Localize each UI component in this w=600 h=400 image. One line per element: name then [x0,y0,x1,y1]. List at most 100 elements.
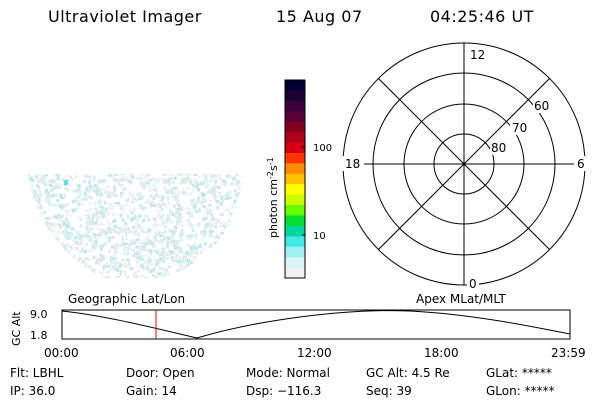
geographic-pixel [144,241,149,245]
geographic-pixel [30,186,34,188]
geographic-pixel [164,205,168,209]
geographic-pixel [244,256,246,260]
geographic-pixel [226,244,229,248]
geographic-pixel [182,188,185,191]
geographic-pixel [132,255,136,258]
geographic-pixel [167,203,171,206]
geographic-pixel [88,201,92,206]
geographic-pixel [228,237,233,242]
geographic-pixel [220,195,223,200]
geographic-pixel [135,245,140,249]
geographic-pixel [72,189,75,193]
polar-plot: 12 18 6 0 60 70 80 [342,42,588,291]
geographic-pixel [123,263,126,267]
geographic-pixel [58,225,62,230]
geographic-pixel [139,196,143,200]
geographic-pixel [148,184,151,188]
geographic-pixel [28,194,32,199]
geographic-pixel [132,207,137,210]
geographic-pixel [130,211,134,215]
geographic-pixel [170,256,174,259]
geographic-pixel [153,249,157,252]
geographic-pixel [142,218,146,222]
geographic-pixel [54,242,58,246]
geographic-pixel [227,191,232,195]
geographic-pixel [33,231,36,236]
geographic-pixel [154,228,158,232]
geographic-pixel [45,249,49,252]
geographic-pixel [98,210,103,215]
geographic-pixel [139,241,143,245]
geographic-pixel [87,229,91,232]
geographic-pixel [145,238,148,242]
geographic-pixel [225,244,229,249]
geographic-pixel [48,244,52,248]
geographic-pixel [194,180,199,184]
geographic-pixel [175,170,179,173]
x-tick-1200: 12:00 [297,346,332,360]
geographic-pixel [212,268,216,272]
geographic-pixel [31,237,35,242]
geographic-pixel [39,261,42,265]
geographic-pixel [27,265,31,270]
geographic-pixel [69,176,73,179]
geographic-pixel [180,265,185,269]
geographic-pixel [120,230,125,235]
geographic-pixel [109,224,112,227]
geographic-pixel [27,271,31,275]
geographic-pixel [199,261,202,264]
geographic-pixel [176,229,179,233]
geographic-pixel [143,265,147,270]
geographic-pixel [119,184,124,187]
geographic-pixel [221,179,225,183]
geographic-pixel [41,180,45,184]
geographic-pixel [150,262,153,266]
geographic-pixel [222,244,227,248]
geographic-pixel [178,233,182,237]
geographic-pixel [60,267,64,271]
geographic-pixel [113,245,116,248]
geographic-pixel [210,225,213,229]
geographic-pixel [244,279,246,282]
geographic-pixel [219,201,223,206]
geographic-pixel [145,174,150,177]
geographic-pixel [177,248,180,252]
geographic-pixel [114,246,118,250]
geographic-pixel [169,276,173,278]
geographic-pixel [41,261,45,265]
geographic-pixel [28,276,33,278]
geographic-pixel [46,249,49,252]
geographic-pixel [111,265,115,268]
geographic-pixel [210,214,213,218]
geographic-pixel [46,272,50,276]
geographic-pixel [203,255,207,259]
geographic-pixel [101,278,104,281]
geographic-pixel [122,207,125,211]
geographic-pixel [216,258,221,261]
geographic-pixel [203,266,208,270]
geographic-pixel [106,228,110,233]
geographic-pixel [190,199,194,203]
geographic-pixel [140,257,144,261]
geographic-pixel [105,236,109,240]
geographic-pixel [183,270,187,273]
geographic-pixel [214,259,217,263]
geographic-pixel [78,243,82,246]
geographic-pixel [224,180,226,185]
geographic-pixel [213,216,215,219]
mlt-label-18: 18 [345,157,360,171]
geographic-pixel [91,185,95,188]
geographic-pixel [62,215,65,218]
geographic-pixel [239,267,242,271]
geographic-pixel [176,192,181,197]
geographic-pixel [215,247,219,250]
geographic-pixel [193,274,195,277]
geographic-pixel [195,251,199,255]
geographic-pixel [230,232,234,235]
y-tick-9-0: 9.0 [30,308,48,321]
geographic-pixel [243,262,246,265]
geographic-pixel [184,269,188,272]
geographic-pixel [214,275,217,278]
geographic-pixel [88,276,91,278]
geographic-pixel [218,259,222,264]
